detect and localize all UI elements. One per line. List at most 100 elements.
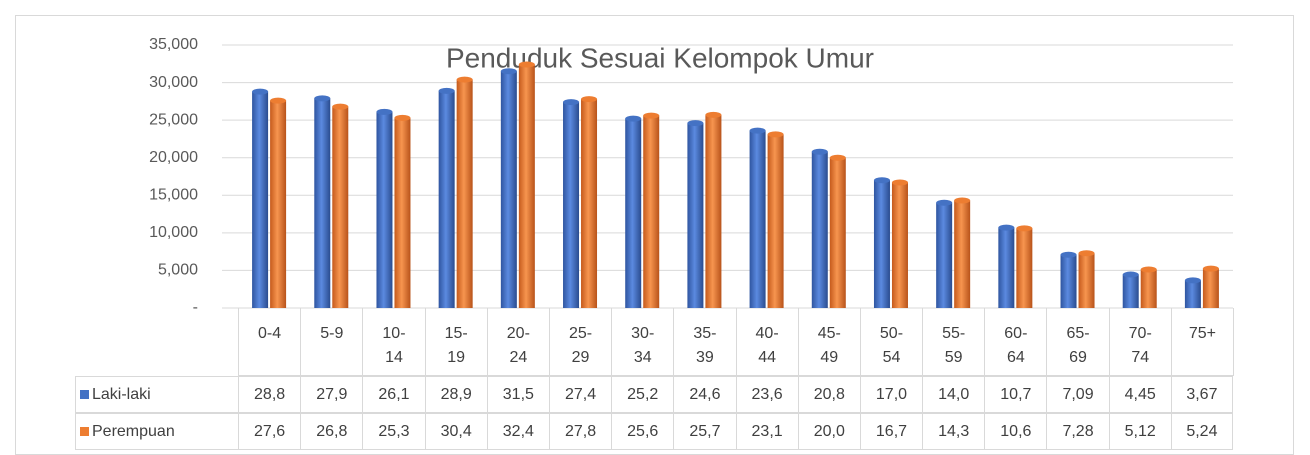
data-table-value: 31,5 bbox=[486, 376, 549, 413]
bar-cap bbox=[252, 88, 269, 95]
bar-cap bbox=[891, 179, 908, 186]
bar-cap bbox=[954, 197, 971, 204]
x-tick-label: 0-4 bbox=[238, 308, 301, 376]
bar bbox=[625, 118, 642, 308]
x-tick-label: 65-69 bbox=[1046, 308, 1109, 376]
x-tick-label: 75+ bbox=[1170, 308, 1233, 376]
bar bbox=[767, 134, 784, 308]
x-tick-label: 40-44 bbox=[735, 308, 798, 376]
bar-cap bbox=[1060, 251, 1077, 258]
chart-title: Penduduk Sesuai Kelompok Umur bbox=[446, 42, 874, 73]
x-tick-label: 10-14 bbox=[362, 308, 425, 376]
bar bbox=[1122, 274, 1139, 308]
bar-cap bbox=[811, 148, 828, 155]
y-tick-label: 5,000 bbox=[158, 262, 198, 279]
bar bbox=[891, 182, 908, 308]
data-table-value: 10,6 bbox=[984, 413, 1047, 450]
bar bbox=[873, 180, 890, 308]
x-tick-label: 20-24 bbox=[486, 308, 549, 376]
bar bbox=[456, 79, 473, 309]
x-tick-text: 70-74 bbox=[1128, 325, 1152, 366]
legend-key bbox=[80, 390, 89, 399]
data-table-value: 7,28 bbox=[1046, 413, 1109, 450]
bar-cap bbox=[500, 68, 517, 75]
bar bbox=[1016, 228, 1033, 308]
x-tick-text: 35-39 bbox=[693, 325, 717, 366]
bar bbox=[563, 102, 580, 308]
y-tick-label: 30,000 bbox=[149, 74, 198, 91]
bar bbox=[518, 64, 535, 308]
x-tick-text: 60-64 bbox=[1004, 325, 1028, 366]
bar bbox=[438, 90, 455, 308]
data-table-value: 25,7 bbox=[673, 413, 736, 450]
data-table-value: 16,7 bbox=[859, 413, 923, 450]
bar bbox=[1060, 254, 1077, 308]
x-tick-label: 15-19 bbox=[424, 308, 487, 376]
data-table-value: 26,8 bbox=[300, 413, 363, 450]
bar-cap bbox=[438, 87, 455, 94]
data-table-value: 7,09 bbox=[1046, 376, 1109, 413]
bar bbox=[394, 117, 411, 308]
bar bbox=[581, 99, 598, 308]
x-tick-text: 5-9 bbox=[320, 325, 344, 342]
data-table-value: 28,8 bbox=[238, 376, 301, 413]
bar-cap bbox=[705, 111, 722, 118]
data-table-value: 17,0 bbox=[859, 376, 923, 413]
bar bbox=[1140, 269, 1157, 308]
bar-cap bbox=[829, 154, 846, 161]
data-table-value: 4,45 bbox=[1108, 376, 1171, 413]
x-tick-label: 45-49 bbox=[797, 308, 860, 376]
x-tick-label: 35-39 bbox=[673, 308, 736, 376]
bar bbox=[936, 202, 953, 308]
x-tick-text: 25-29 bbox=[568, 325, 593, 366]
bar bbox=[998, 227, 1015, 308]
bar-cap bbox=[749, 127, 766, 134]
x-tick-label: 50-54 bbox=[859, 308, 923, 376]
x-tick-text: 55-59 bbox=[942, 325, 966, 366]
data-table-value: 27,8 bbox=[548, 413, 612, 450]
bar bbox=[500, 71, 517, 308]
bar-cap bbox=[563, 99, 580, 106]
y-tick-label: 25,000 bbox=[149, 111, 198, 128]
x-tick-label: 30-34 bbox=[611, 308, 674, 376]
bar bbox=[811, 151, 828, 308]
bar-cap bbox=[376, 108, 393, 115]
legend-entry: Laki-laki bbox=[75, 376, 238, 413]
data-table-value: 25,2 bbox=[611, 376, 674, 413]
legend-label: Laki-laki bbox=[92, 385, 151, 403]
x-tick-text: 75+ bbox=[1188, 325, 1216, 342]
bar-cap bbox=[687, 120, 704, 127]
data-table-value: 3,67 bbox=[1170, 376, 1233, 413]
bar-cap bbox=[581, 96, 598, 103]
bar-cap bbox=[332, 103, 349, 110]
x-tick-text: 40-44 bbox=[755, 325, 779, 366]
data-table-value: 27,4 bbox=[548, 376, 612, 413]
data-table-value: 25,6 bbox=[611, 413, 674, 450]
bar bbox=[376, 111, 393, 309]
y-tick-label: 35,000 bbox=[149, 36, 198, 53]
bar bbox=[829, 157, 846, 308]
legend-entry: Perempuan bbox=[75, 413, 238, 450]
bar-cap bbox=[1140, 266, 1157, 273]
data-table-value: 5,24 bbox=[1170, 413, 1233, 450]
bar-cap bbox=[1122, 271, 1139, 278]
data-table-value: 27,6 bbox=[238, 413, 301, 450]
data-table-value: 27,9 bbox=[300, 376, 363, 413]
bar-cap bbox=[625, 115, 642, 122]
x-tick-label: 5-9 bbox=[300, 308, 363, 376]
data-table-value: 14,3 bbox=[922, 413, 985, 450]
data-table-value: 26,1 bbox=[362, 376, 425, 413]
data-table-value: 10,7 bbox=[984, 376, 1047, 413]
legend-label: Perempuan bbox=[92, 422, 175, 440]
data-table-value: 32,4 bbox=[486, 413, 549, 450]
bar-cap bbox=[394, 114, 411, 121]
bar-cap bbox=[1078, 250, 1095, 257]
bar bbox=[705, 114, 722, 308]
x-tick-text: 65-69 bbox=[1066, 325, 1090, 366]
y-tick-label: 10,000 bbox=[149, 224, 198, 241]
bar bbox=[1202, 268, 1219, 308]
bar-cap bbox=[456, 76, 473, 83]
bar bbox=[687, 123, 704, 308]
